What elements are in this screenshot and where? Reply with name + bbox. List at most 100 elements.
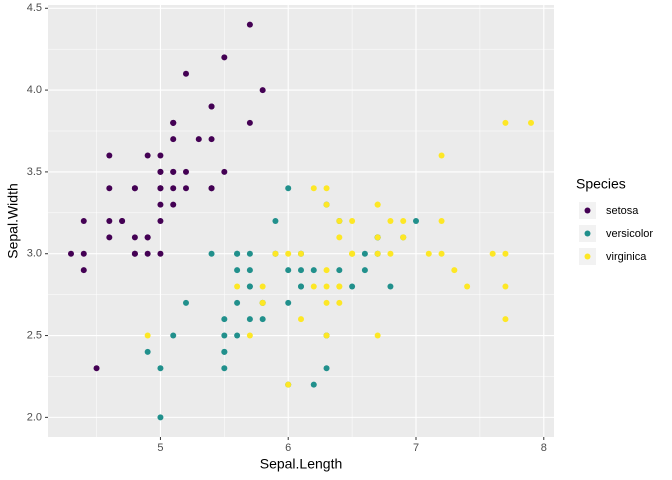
point xyxy=(502,283,509,290)
point xyxy=(80,250,87,257)
point xyxy=(323,365,330,372)
point xyxy=(310,267,317,274)
point xyxy=(195,136,202,143)
legend-label: setosa xyxy=(606,205,639,217)
y-tick-label: 3.5 xyxy=(27,166,42,178)
point xyxy=(285,185,292,192)
point xyxy=(106,234,113,241)
point xyxy=(502,250,509,257)
x-axis-title: Sepal.Length xyxy=(260,456,343,472)
y-tick-label: 2.5 xyxy=(27,329,42,341)
legend-label: versicolor xyxy=(606,228,653,240)
point xyxy=(144,152,151,159)
point xyxy=(68,250,74,257)
point xyxy=(336,267,343,274)
point xyxy=(438,250,445,257)
point xyxy=(170,168,177,175)
point xyxy=(183,168,189,175)
point xyxy=(157,218,164,224)
point xyxy=(374,234,381,241)
point xyxy=(310,283,317,290)
point xyxy=(323,201,330,208)
point xyxy=(157,365,164,372)
point xyxy=(157,185,164,192)
point xyxy=(400,234,407,241)
point xyxy=(157,168,164,175)
point xyxy=(170,185,177,192)
point xyxy=(119,218,126,224)
point xyxy=(285,299,292,306)
point xyxy=(361,267,368,274)
legend-marker xyxy=(584,253,591,260)
point xyxy=(208,136,215,143)
point xyxy=(387,283,394,290)
point xyxy=(234,250,241,257)
point xyxy=(221,316,228,323)
y-axis-title: Sepal.Width xyxy=(5,183,21,258)
point xyxy=(80,267,87,274)
point xyxy=(221,365,228,372)
point xyxy=(183,185,189,192)
x-tick-label: 7 xyxy=(413,442,419,454)
point xyxy=(272,218,279,224)
point xyxy=(234,332,241,339)
point xyxy=(272,250,279,257)
point xyxy=(285,381,292,388)
point xyxy=(106,218,113,224)
point xyxy=(144,348,151,355)
point xyxy=(285,267,292,274)
point xyxy=(144,332,151,339)
point xyxy=(374,201,381,208)
point xyxy=(323,332,330,339)
point xyxy=(170,332,177,339)
point xyxy=(144,234,151,241)
point xyxy=(246,316,253,323)
point xyxy=(438,218,445,224)
point xyxy=(336,283,343,290)
point xyxy=(502,119,509,126)
point xyxy=(413,218,419,224)
point xyxy=(221,332,228,339)
point xyxy=(157,201,164,208)
point xyxy=(246,332,253,339)
point xyxy=(336,299,343,306)
point xyxy=(349,218,356,224)
y-tick-label: 3.0 xyxy=(27,248,42,260)
point xyxy=(310,381,317,388)
point xyxy=(502,316,509,323)
point xyxy=(183,70,189,77)
point xyxy=(131,250,138,257)
point xyxy=(131,185,138,192)
point xyxy=(310,185,317,192)
point xyxy=(374,250,381,257)
point xyxy=(170,119,177,126)
point xyxy=(183,299,189,306)
point xyxy=(298,250,304,257)
x-tick-label: 8 xyxy=(541,442,547,454)
point xyxy=(93,365,100,372)
point xyxy=(106,152,113,159)
point xyxy=(157,152,164,159)
point xyxy=(259,316,266,323)
point xyxy=(298,316,304,323)
point xyxy=(438,152,445,159)
point xyxy=(259,283,266,290)
point xyxy=(464,283,471,290)
point xyxy=(336,234,343,241)
point xyxy=(246,267,253,274)
point xyxy=(106,185,113,192)
point xyxy=(323,185,330,192)
point xyxy=(489,250,496,257)
point xyxy=(208,185,215,192)
point xyxy=(234,267,241,274)
y-tick-label: 4.0 xyxy=(27,84,42,96)
point xyxy=(144,250,151,257)
point xyxy=(374,332,381,339)
point xyxy=(259,299,266,306)
point xyxy=(400,218,407,224)
point xyxy=(246,283,253,290)
point xyxy=(285,250,292,257)
point xyxy=(208,103,215,110)
legend-title: Species xyxy=(576,176,626,192)
